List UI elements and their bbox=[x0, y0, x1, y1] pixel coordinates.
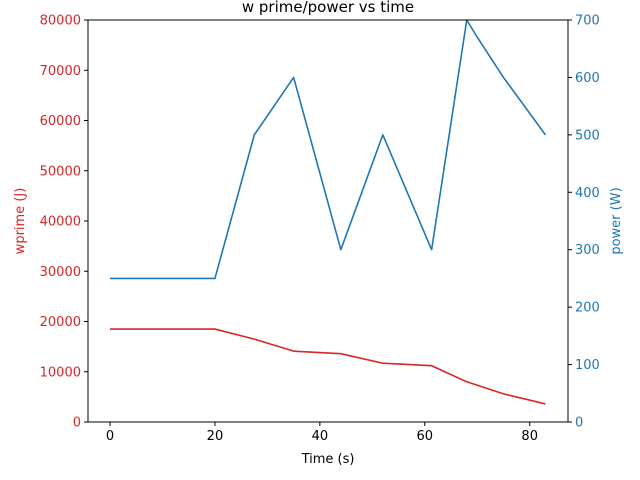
right-y-axis-title: power (W) bbox=[609, 187, 624, 254]
x-tick-label: 20 bbox=[207, 429, 224, 444]
right-tick-label: 0 bbox=[575, 416, 583, 431]
right-tick-label: 600 bbox=[575, 71, 600, 86]
x-tick-label: 40 bbox=[312, 429, 329, 444]
x-tick-label: 0 bbox=[106, 429, 114, 444]
x-axis: 0 20 40 60 80 bbox=[106, 422, 538, 444]
left-tick-label: 10000 bbox=[40, 365, 81, 380]
right-tick-label: 100 bbox=[575, 358, 600, 373]
left-tick-label: 70000 bbox=[40, 64, 81, 79]
right-tick-label: 500 bbox=[575, 128, 600, 143]
right-tick-label: 200 bbox=[575, 301, 600, 316]
plot-lines bbox=[110, 19, 547, 405]
x-tick-label: 80 bbox=[521, 429, 538, 444]
series-line-right bbox=[110, 19, 547, 280]
x-axis-title: Time (s) bbox=[301, 452, 355, 467]
right-tick-label: 300 bbox=[575, 243, 600, 258]
right-tick-label: 400 bbox=[575, 186, 600, 201]
left-tick-label: 0 bbox=[73, 416, 81, 431]
chart-title: w prime/power vs time bbox=[242, 0, 414, 16]
left-tick-label: 80000 bbox=[40, 14, 81, 29]
left-tick-label: 50000 bbox=[40, 164, 81, 179]
series-line-left bbox=[110, 328, 546, 405]
left-tick-label: 60000 bbox=[40, 114, 81, 129]
x-tick-label: 60 bbox=[417, 429, 434, 444]
left-tick-label: 20000 bbox=[40, 315, 81, 330]
left-tick-label: 30000 bbox=[40, 265, 81, 280]
left-y-axis: 0 10000 20000 30000 40000 50000 60000 70000 8000… bbox=[40, 14, 88, 431]
right-y-axis: 0 100 200 300 400 500 600 700 bbox=[568, 14, 600, 431]
right-tick-label: 700 bbox=[575, 14, 600, 29]
left-tick-label: 40000 bbox=[40, 215, 81, 230]
left-y-axis-title: wprime (J) bbox=[13, 188, 28, 255]
